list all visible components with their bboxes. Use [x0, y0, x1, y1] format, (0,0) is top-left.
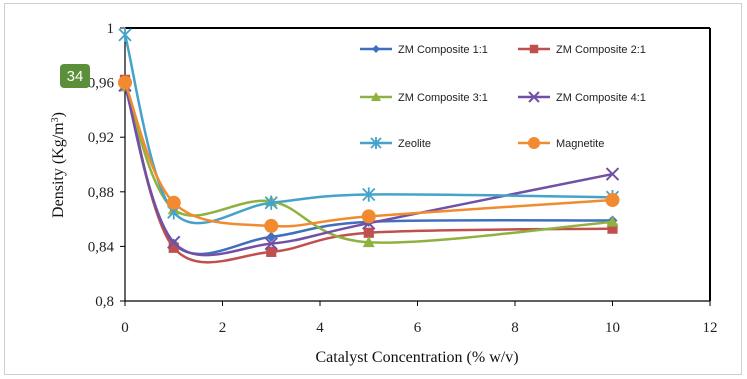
data-point [361, 209, 376, 224]
data-point [264, 218, 279, 233]
data-point [362, 187, 376, 202]
plot-area [125, 28, 710, 301]
x-tick-label: 8 [511, 320, 519, 336]
x-tick-label: 6 [414, 320, 422, 336]
x-tick-label: 12 [703, 320, 718, 336]
x-axis-title: Catalyst Concentration (% w/v) [315, 349, 518, 366]
data-point [118, 75, 132, 90]
legend-label: ZM Composite 1:1 [398, 44, 488, 56]
y-tick-label: 0,92 [88, 130, 114, 146]
legend-label: ZM Composite 2:1 [556, 44, 646, 56]
legend-item: ZM Composite 1:1 [360, 44, 488, 56]
data-point [605, 167, 620, 181]
legend-swatch-marker [370, 137, 382, 149]
data-point [266, 231, 277, 242]
x-tick-label: 10 [605, 320, 620, 336]
page-number-badge: 34 [60, 64, 90, 88]
legend-swatch-marker [528, 137, 540, 149]
series-line [123, 82, 613, 228]
legend-label: Magnetite [556, 138, 604, 150]
data-point [607, 223, 618, 234]
legend-swatch-marker [371, 92, 381, 101]
data-point [264, 236, 278, 251]
legend-swatch-marker [528, 91, 540, 103]
x-tick-label: 2 [219, 320, 227, 336]
legend-label: ZM Composite 3:1 [398, 92, 488, 104]
legend-swatch-marker [372, 45, 380, 53]
data-point [606, 215, 619, 227]
series-magnetite [118, 75, 620, 233]
x-tick-label: 0 [121, 320, 129, 336]
y-axis-title: Density (Kg/m3) [50, 112, 68, 218]
y-tick-label: 1 [107, 21, 115, 37]
data-point [363, 227, 374, 238]
data-point [264, 195, 278, 210]
legend-item: Magnetite [518, 137, 604, 150]
data-point [362, 236, 375, 248]
y-tick-label: 0,88 [88, 185, 114, 201]
series-line [123, 84, 613, 257]
data-point [168, 242, 179, 253]
y-tick-label: 0,84 [88, 239, 115, 255]
y-tick-label: 0,8 [95, 294, 114, 310]
legend-label: Zeolite [398, 138, 431, 150]
data-point [118, 27, 132, 43]
series-line [123, 86, 613, 244]
legend-item: ZM Composite 3:1 [360, 92, 488, 104]
data-point [167, 235, 181, 250]
legend-swatch-marker [529, 44, 539, 54]
data-point [166, 195, 181, 210]
data-point [266, 246, 277, 257]
y-tick-label: 0,96 [88, 76, 115, 92]
legend-item: ZM Composite 2:1 [518, 44, 646, 56]
data-point [605, 192, 620, 207]
x-tick-label: 4 [316, 320, 324, 336]
legend-item: ZM Composite 4:1 [518, 91, 646, 104]
legend-item: Zeolite [360, 137, 431, 150]
legend-label: ZM Composite 4:1 [556, 92, 646, 104]
